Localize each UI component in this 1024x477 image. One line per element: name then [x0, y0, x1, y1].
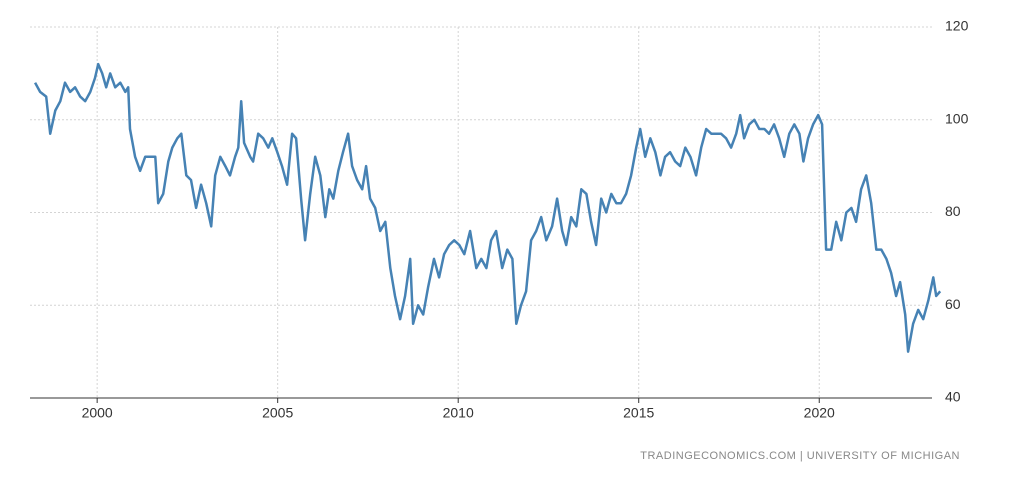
y-tick-label: 40 — [945, 389, 961, 405]
y-tick-label: 120 — [945, 18, 969, 34]
data-line — [34, 62, 942, 353]
x-tick-label: 2010 — [443, 405, 474, 421]
y-tick-label: 100 — [945, 110, 969, 126]
x-tick-label: 2015 — [623, 405, 654, 421]
x-tick-label: 2000 — [82, 405, 113, 421]
x-tick-label: 2005 — [262, 405, 293, 421]
x-tick-label: 2020 — [804, 405, 835, 421]
source-credit: TRADINGECONOMICS.COM | UNIVERSITY OF MIC… — [640, 450, 960, 462]
y-tick-label: 60 — [945, 296, 961, 312]
y-tick-label: 80 — [945, 203, 961, 219]
